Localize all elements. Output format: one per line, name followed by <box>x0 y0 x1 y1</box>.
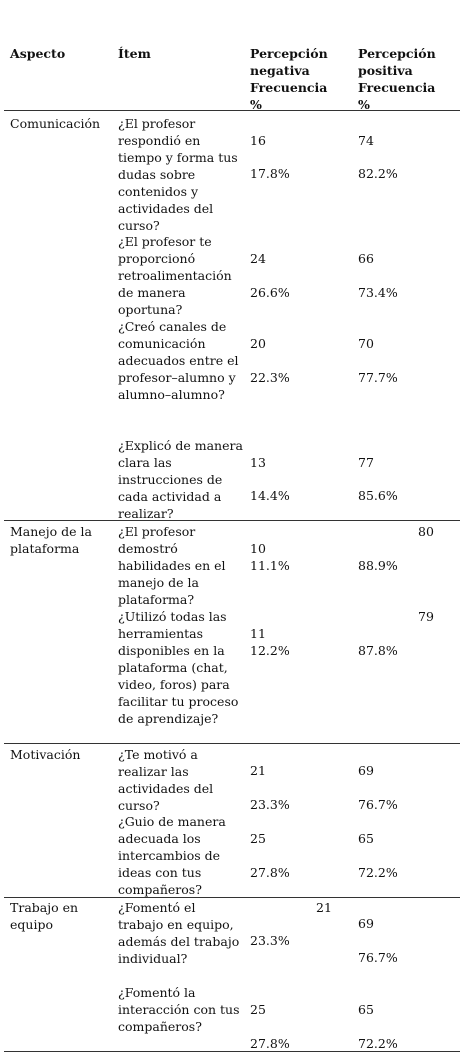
neg-pct: 14.4% <box>250 488 290 503</box>
group-rule <box>4 1051 460 1052</box>
item-text: ¿El profesor te proporcionó retroaliment… <box>118 234 232 317</box>
group-rule <box>4 897 460 898</box>
item-text: ¿El profesor respondió en tiempo y forma… <box>118 116 238 233</box>
neg-freq: 11 <box>250 626 266 641</box>
neg-pct: 22.3% <box>250 370 290 385</box>
item-text: ¿El profesor demostró habilidades en el … <box>118 524 226 607</box>
pos-pct: 76.7% <box>358 797 398 812</box>
pos-freq: 74 <box>358 133 374 148</box>
pos-pct: 87.8% <box>358 643 398 658</box>
neg-pct: 12.2% <box>250 643 290 658</box>
neg-pct: 23.3% <box>250 797 290 812</box>
neg-freq: 25 <box>250 831 266 846</box>
pos-freq: 77 <box>358 455 374 470</box>
neg-pct: 11.1% <box>250 558 290 573</box>
aspect: Comunicación <box>10 116 101 131</box>
neg-pct: 17.8% <box>250 166 290 181</box>
neg-freq: 13 <box>250 455 266 470</box>
item-text: ¿Guio de manera adecuada los intercambio… <box>118 814 226 897</box>
pos-pct: 85.6% <box>358 488 398 503</box>
header-rule <box>4 110 460 111</box>
pos-pct: 88.9% <box>358 558 398 573</box>
neg-pct: 23.3% <box>250 933 290 948</box>
neg-freq: 25 <box>250 1002 266 1017</box>
item-text: ¿Fomentó la interacción con tus compañer… <box>118 985 240 1034</box>
pos-freq: 65 <box>358 831 374 846</box>
item-text: ¿Creó canales de comunicación adecuados … <box>118 319 239 402</box>
pos-freq: 69 <box>358 916 374 931</box>
neg-freq: 16 <box>250 133 266 148</box>
neg-pct: 27.8% <box>250 865 290 880</box>
pos-freq: 80 <box>418 524 434 539</box>
group-rule <box>4 743 460 744</box>
neg-freq: 21 <box>316 900 332 915</box>
neg-pct: 27.8% <box>250 1036 290 1051</box>
pos-pct: 82.2% <box>358 166 398 181</box>
pos-freq: 70 <box>358 336 374 351</box>
neg-pct: 26.6% <box>250 285 290 300</box>
aspect: Manejo de la plataforma <box>10 524 92 556</box>
group-rule <box>4 520 460 521</box>
header-cell: Aspecto <box>10 46 66 61</box>
pos-pct: 73.4% <box>358 285 398 300</box>
item-text: ¿Utilizó todas las herramientas disponib… <box>118 609 239 726</box>
pos-freq: 66 <box>358 251 374 266</box>
item-text: ¿Te motivó a realizar las actividades de… <box>118 747 214 813</box>
neg-freq: 21 <box>250 763 266 778</box>
pos-pct: 72.2% <box>358 865 398 880</box>
pos-pct: 77.7% <box>358 370 398 385</box>
header-cell: Percepción positiva Frecuencia % <box>358 46 436 112</box>
neg-freq: 24 <box>250 251 266 266</box>
pos-freq: 69 <box>358 763 374 778</box>
pos-freq: 79 <box>418 609 434 624</box>
item-text: ¿Explicó de manera clara las instruccion… <box>118 438 243 521</box>
item-text: ¿Fomentó el trabajo en equipo, además de… <box>118 900 240 966</box>
aspect: Trabajo en equipo <box>10 900 79 932</box>
aspect: Motivación <box>10 747 81 762</box>
header-cell: Percepción negativa Frecuencia % <box>250 46 328 112</box>
header-cell: Ítem <box>118 46 151 61</box>
pos-freq: 65 <box>358 1002 374 1017</box>
neg-freq: 20 <box>250 336 266 351</box>
pos-pct: 76.7% <box>358 950 398 965</box>
pos-pct: 72.2% <box>358 1036 398 1051</box>
neg-freq: 10 <box>250 541 266 556</box>
